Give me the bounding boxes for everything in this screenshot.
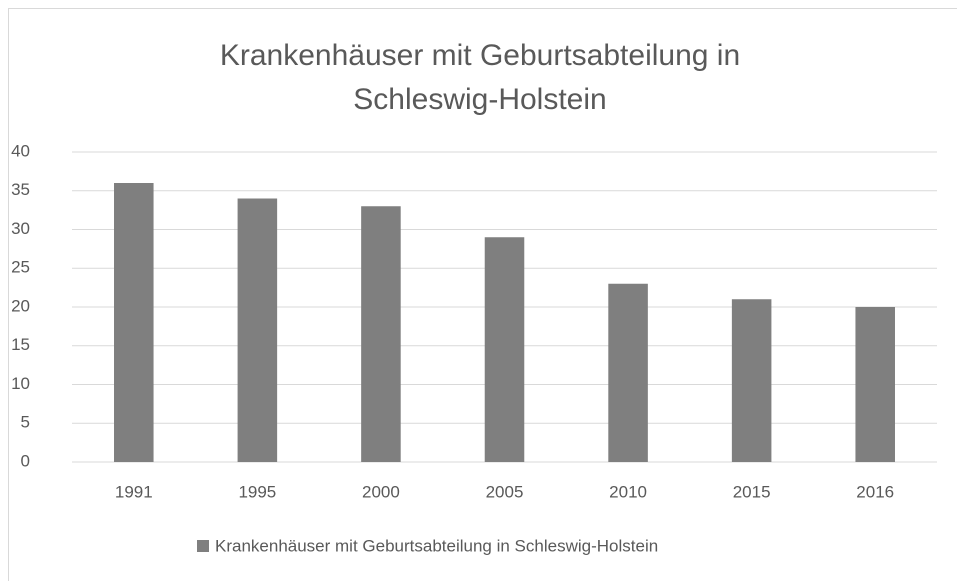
y-tick-label: 10 [11,374,30,393]
bar [855,307,895,462]
x-tick-label: 2015 [733,482,771,501]
bar [731,299,772,462]
legend-swatch [197,540,209,552]
bar [361,206,401,462]
x-tick-label: 2005 [486,482,524,501]
x-tick-label: 2000 [362,482,400,501]
chart-frame [8,8,957,581]
y-tick-label: 5 [21,413,30,432]
bar [484,237,525,462]
x-tick-label: 1995 [238,482,276,501]
chart-title: Krankenhäuser mit Geburtsabteilung in Sc… [219,39,741,116]
y-tick-label: 15 [11,335,30,354]
y-tick-label: 35 [11,180,30,199]
y-tick-label: 20 [11,296,30,315]
x-tick-label: 1991 [115,482,153,501]
legend-label: Krankenhäuser mit Geburtsabteilung in Sc… [215,536,658,555]
y-tick-label: 40 [11,141,30,160]
bar [237,198,278,462]
x-tick-label: 2016 [856,482,894,501]
y-tick-label: 30 [11,219,30,238]
bar [608,283,648,462]
bar [114,183,154,462]
y-tick-label: 0 [21,451,30,470]
y-tick-label: 25 [11,258,30,277]
x-tick-label: 2010 [609,482,647,501]
